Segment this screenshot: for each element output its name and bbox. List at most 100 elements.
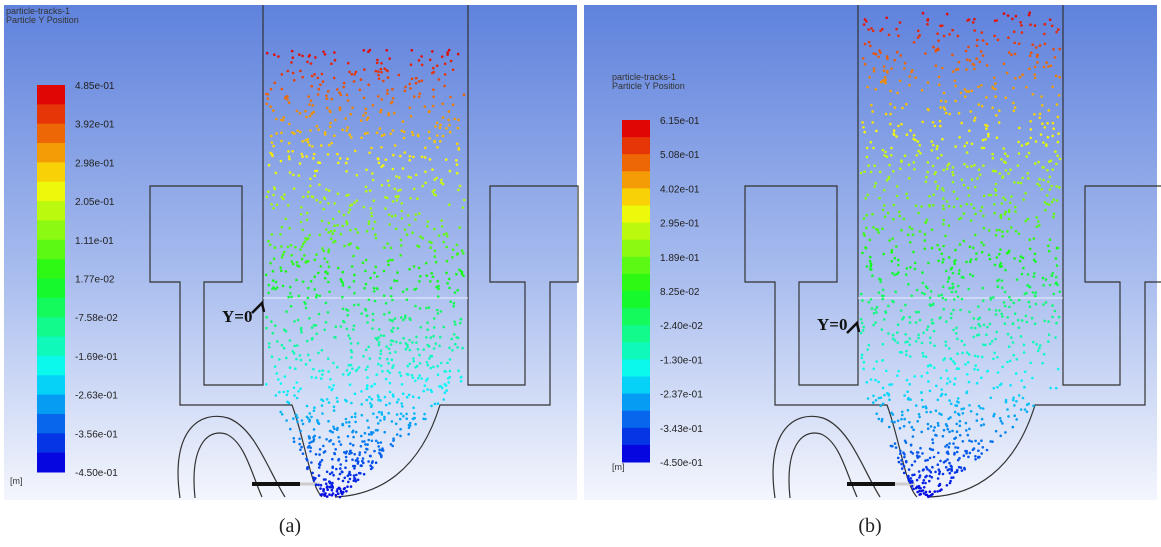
particle (296, 318, 300, 322)
particle (957, 272, 961, 276)
particle (946, 280, 950, 284)
particle (394, 195, 398, 198)
particle (354, 430, 358, 434)
particle (978, 455, 981, 459)
particle (300, 257, 304, 261)
particle (283, 97, 287, 100)
particle (1000, 202, 1003, 205)
particle (908, 321, 912, 324)
particle (914, 404, 918, 407)
particle (985, 333, 988, 337)
particle (1001, 286, 1004, 290)
particle (271, 331, 275, 335)
panel-background (4, 5, 577, 500)
particle (428, 58, 432, 62)
particle (286, 98, 289, 101)
particle (412, 360, 416, 363)
particle (445, 127, 448, 130)
particle (916, 36, 920, 39)
particle (1038, 224, 1041, 227)
particle (451, 103, 455, 106)
colorbar-segment (37, 433, 65, 454)
particle (342, 319, 345, 323)
particle (1003, 290, 1007, 294)
particle (985, 448, 989, 452)
particle (354, 479, 358, 483)
particle (1032, 237, 1036, 240)
particle (302, 242, 305, 246)
particle (386, 92, 389, 95)
particle (391, 258, 394, 262)
particle (1024, 314, 1028, 318)
particle (401, 120, 405, 123)
particle (945, 484, 949, 487)
particle (1027, 176, 1030, 180)
particle (375, 61, 379, 65)
particle (327, 280, 330, 284)
particle (319, 483, 323, 487)
particle (909, 398, 912, 401)
colorbar-segment (622, 239, 650, 258)
particle (891, 237, 894, 240)
particle (332, 409, 336, 412)
particle (998, 263, 1002, 267)
particle (311, 145, 314, 148)
particle (1006, 408, 1009, 411)
particle (315, 198, 319, 202)
particle (297, 174, 301, 177)
particle (1051, 304, 1054, 307)
particle (959, 216, 963, 220)
particle (948, 481, 952, 485)
particle (288, 339, 292, 342)
particle (879, 80, 883, 84)
particle (448, 358, 452, 361)
particle (400, 383, 404, 386)
particle (1042, 65, 1046, 69)
particle (1010, 195, 1013, 198)
particle (959, 308, 962, 312)
particle (418, 92, 422, 95)
particle (284, 329, 288, 333)
particle (348, 208, 352, 211)
particle (300, 206, 303, 209)
particle (383, 67, 387, 70)
particle (347, 61, 350, 65)
particle (448, 286, 451, 290)
particle (883, 393, 886, 397)
particle (459, 376, 463, 379)
particle (946, 458, 949, 461)
particle (1050, 200, 1054, 204)
particle (367, 460, 370, 463)
particle (388, 381, 392, 385)
particle (269, 261, 272, 265)
particle (913, 267, 917, 271)
particle (918, 318, 922, 322)
particle (1009, 298, 1013, 302)
particle (931, 164, 935, 168)
particle (890, 154, 893, 157)
particle (432, 334, 435, 338)
particle (341, 281, 345, 285)
particle (324, 270, 328, 274)
particle (327, 248, 331, 251)
particle (429, 354, 433, 358)
particle (393, 111, 396, 115)
particle (1027, 285, 1031, 288)
particle (405, 298, 409, 302)
particle (281, 253, 285, 256)
particle (349, 349, 353, 352)
particle (332, 240, 335, 244)
particle (1007, 36, 1010, 39)
particle (921, 469, 925, 472)
particle (336, 161, 340, 165)
particle (350, 401, 353, 405)
particle (375, 416, 379, 419)
particle (338, 495, 342, 499)
particle (423, 412, 426, 416)
particle (380, 455, 383, 459)
particle (925, 410, 928, 414)
particle (361, 440, 364, 443)
particle (906, 398, 910, 401)
particle (862, 217, 866, 220)
particle (984, 138, 987, 141)
